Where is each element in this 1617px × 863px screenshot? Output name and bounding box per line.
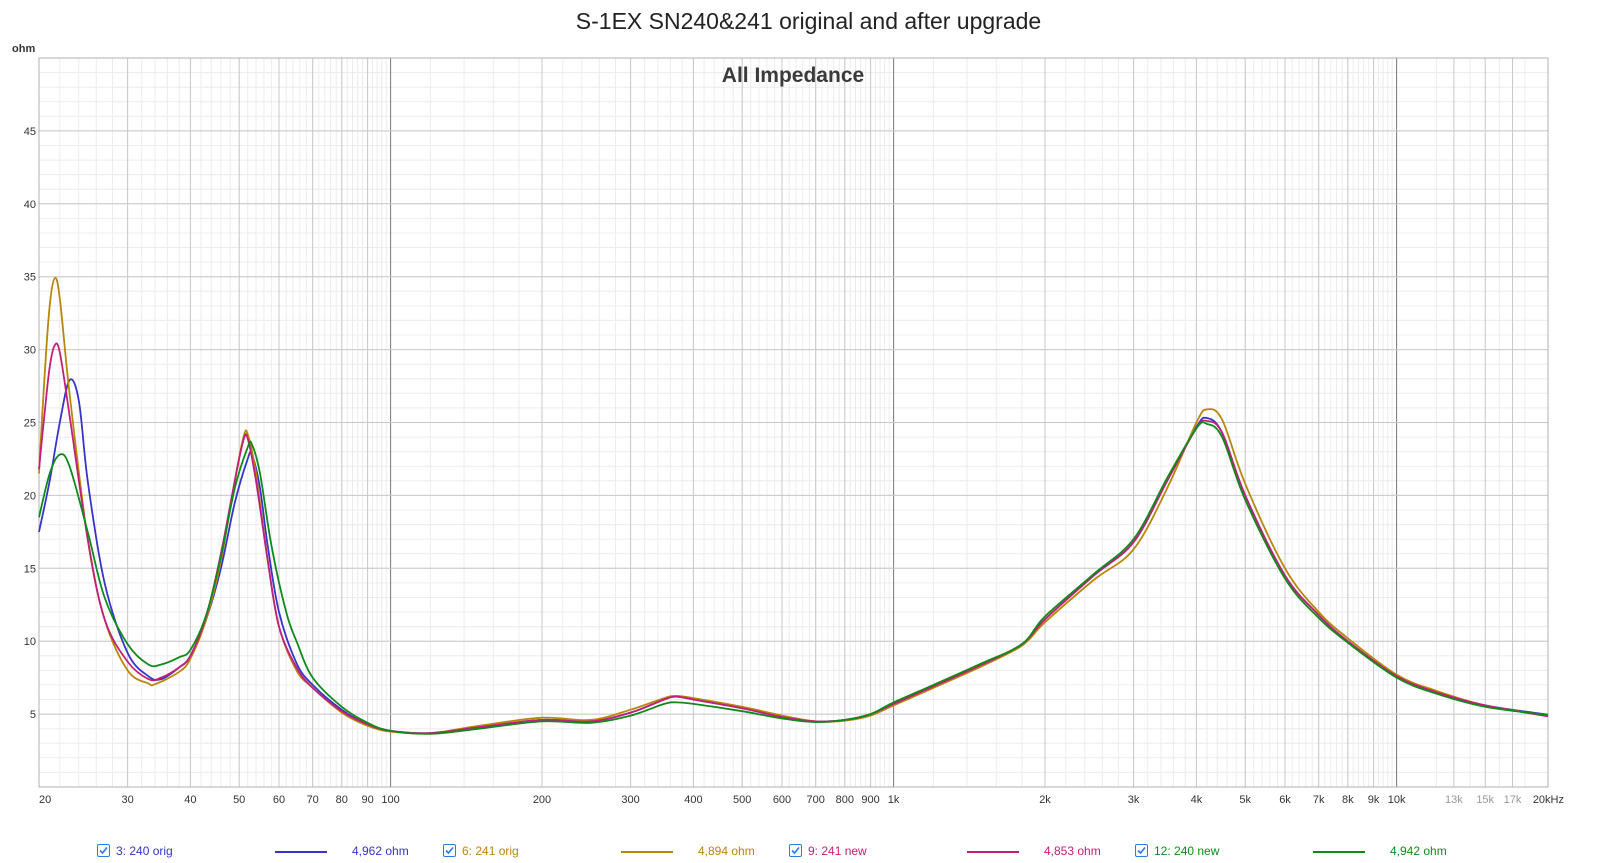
x-tick-label: 17k — [1504, 794, 1522, 806]
legend-series-name: 9: 241 new — [808, 844, 867, 858]
legend: 3: 240 orig 4,962 ohm 6: 241 orig 4,894 ohm… — [0, 844, 1617, 863]
y-tick-label: 20 — [24, 490, 36, 502]
x-tick-label: 4k — [1191, 794, 1203, 806]
check-icon — [445, 846, 454, 855]
check-icon — [99, 846, 108, 855]
x-tick-label: 60 — [273, 794, 285, 806]
legend-series-name: 6: 241 orig — [462, 844, 519, 858]
y-tick-label: 10 — [24, 636, 36, 648]
y-tick-label: 15 — [24, 563, 36, 575]
series-visibility-checkbox[interactable] — [97, 844, 110, 857]
chart-title: S-1EX SN240&241 original and after upgra… — [575, 8, 1042, 34]
x-tick-label: 900 — [861, 794, 879, 806]
y-tick-label: 35 — [24, 272, 36, 284]
y-tick-label: 30 — [24, 345, 36, 357]
x-tick-label: 40 — [184, 794, 196, 806]
legend-series-name: 3: 240 orig — [116, 844, 173, 858]
legend-swatch — [621, 851, 673, 853]
legend-series-name: 12: 240 new — [1154, 844, 1220, 858]
x-tick-label: 90 — [361, 794, 373, 806]
x-tick-label: 5k — [1239, 794, 1251, 806]
legend-series-value: 4,942 ohm — [1390, 844, 1447, 858]
legend-swatch — [1313, 851, 1365, 853]
x-tick-label: 20kHz — [1533, 794, 1564, 806]
x-tick-label: 8k — [1342, 794, 1354, 806]
check-icon — [791, 846, 800, 855]
y-tick-label: 5 — [30, 709, 36, 721]
x-tick-label: 6k — [1279, 794, 1291, 806]
series-visibility-checkbox[interactable] — [789, 844, 802, 857]
x-tick-label: 300 — [621, 794, 639, 806]
x-tick-label: 3k — [1128, 794, 1140, 806]
x-tick-label: 1k — [888, 794, 900, 806]
x-tick-label: 7k — [1313, 794, 1325, 806]
y-axis-unit: ohm — [12, 43, 35, 55]
x-tick-label: 600 — [773, 794, 791, 806]
series-line-2 — [38, 277, 1549, 735]
legend-series-value: 4,962 ohm — [352, 844, 409, 858]
legend-swatch — [967, 851, 1019, 853]
legend-series-value: 4,853 ohm — [1044, 844, 1101, 858]
x-tick-label: 15k — [1476, 794, 1494, 806]
x-tick-label: 30 — [121, 794, 133, 806]
legend-series-value: 4,894 ohm — [698, 844, 755, 858]
x-tick-label: 13k — [1445, 794, 1463, 806]
x-tick-label: 20 — [39, 794, 51, 806]
x-tick-label: 700 — [807, 794, 825, 806]
x-tick-label: 80 — [336, 794, 348, 806]
x-tick-label: 50 — [233, 794, 245, 806]
x-tick-label: 100 — [381, 794, 399, 806]
y-tick-label: 40 — [24, 199, 36, 211]
y-tick-label: 45 — [24, 126, 36, 138]
x-tick-label: 2k — [1039, 794, 1051, 806]
x-tick-label: 10k — [1388, 794, 1406, 806]
x-tick-label: 9k — [1368, 794, 1380, 806]
x-tick-label: 800 — [836, 794, 854, 806]
check-icon — [1137, 846, 1146, 855]
series-line-1 — [38, 378, 1549, 735]
series-line-4 — [38, 421, 1549, 735]
series-visibility-checkbox[interactable] — [1135, 844, 1148, 857]
x-tick-label: 400 — [684, 794, 702, 806]
plot-title: All Impedance — [722, 64, 864, 87]
x-tick-label: 500 — [733, 794, 751, 806]
x-tick-label: 70 — [307, 794, 319, 806]
impedance-plot: 5 10 15 20 25 30 35 40 45 20 30 40 50 60 70 80 90 100 200… — [12, 43, 1564, 806]
x-tick-label: 200 — [533, 794, 551, 806]
legend-swatch — [275, 851, 327, 853]
series-line-3 — [38, 342, 1549, 735]
y-tick-label: 25 — [24, 418, 36, 430]
series-visibility-checkbox[interactable] — [443, 844, 456, 857]
